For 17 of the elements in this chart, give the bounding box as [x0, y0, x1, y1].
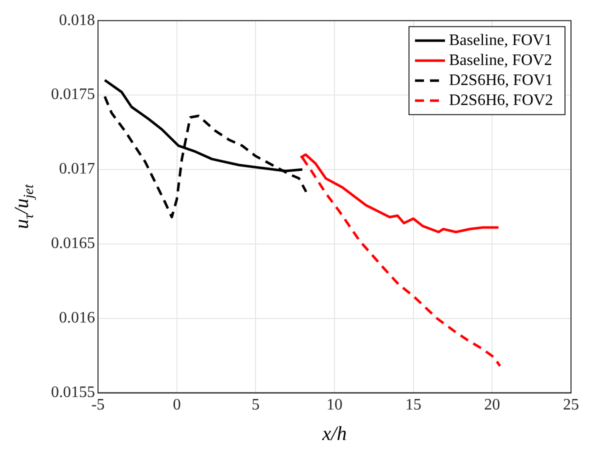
x-tick-label: 10 — [326, 396, 342, 414]
x-axis-title: x/h — [321, 423, 347, 445]
x-tick-label: 5 — [252, 396, 260, 414]
y-tick-label: 0.018 — [59, 12, 95, 29]
y-tick-label: 0.0175 — [51, 86, 95, 104]
x-tick-label: 15 — [405, 396, 422, 414]
y-tick-label: 0.016 — [59, 310, 95, 327]
x-tick-label: 25 — [563, 396, 579, 414]
x-tick-label: 20 — [484, 396, 500, 414]
x-tick-label: 0 — [172, 396, 181, 414]
y-tick-label: 0.017 — [59, 160, 95, 178]
legend-label: Baseline, FOV1 — [448, 32, 552, 49]
legend-label: D2S6H6, FOV2 — [448, 92, 553, 109]
y-tick-label: 0.0165 — [51, 235, 95, 252]
y-axis-title: uτ/ujet — [11, 183, 37, 229]
legend-label: Baseline, FOV2 — [448, 52, 552, 69]
legend-label: D2S6H6, FOV1 — [448, 72, 553, 89]
